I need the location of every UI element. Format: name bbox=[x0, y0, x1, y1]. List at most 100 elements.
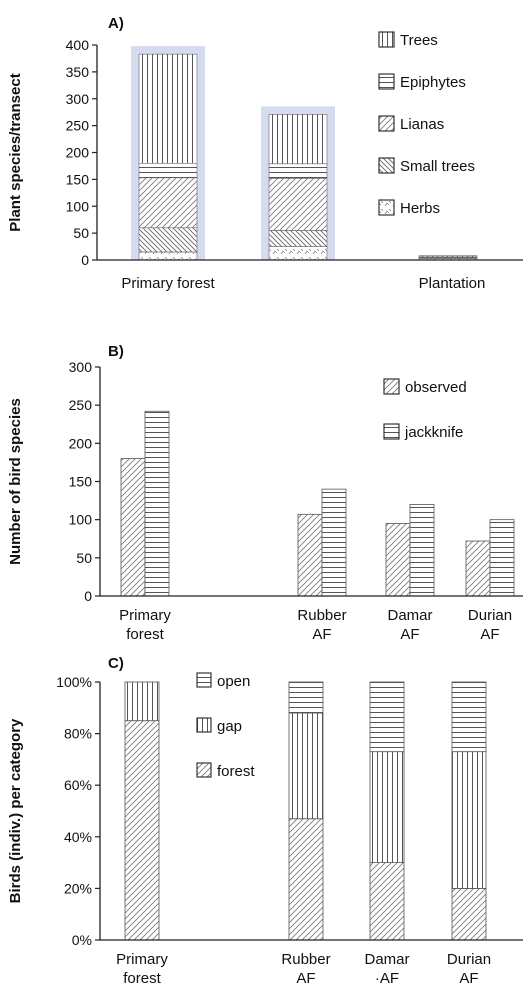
panel-label: A) bbox=[108, 15, 124, 32]
legend-label-trees: Trees bbox=[400, 32, 438, 49]
bar-segment-epiphytes bbox=[138, 162, 198, 179]
panel-b: 0 50 100 150 200 250 300 Number of bird species… bbox=[7, 343, 523, 643]
bar-segment-trees bbox=[138, 53, 198, 164]
legend-swatch-herbs bbox=[378, 199, 395, 216]
category-label: Plantation bbox=[419, 275, 486, 292]
y-tick-label: 250 bbox=[69, 397, 93, 413]
category-label: Primary bbox=[119, 607, 171, 624]
category-label: AF bbox=[459, 970, 478, 987]
panel-label: C) bbox=[108, 655, 124, 672]
bar-jackknife bbox=[144, 410, 170, 597]
bar-segment-forest bbox=[369, 862, 405, 941]
y-tick-label: 0 bbox=[84, 588, 92, 604]
category-label: Primary bbox=[116, 951, 168, 968]
bar-segment-trees bbox=[268, 114, 328, 165]
bar-jackknife bbox=[409, 503, 435, 597]
category-label: Durian bbox=[447, 951, 491, 968]
legend-label-lianas: Lianas bbox=[400, 116, 444, 133]
y-tick-label: 100 bbox=[69, 512, 93, 528]
category-label: Damar bbox=[387, 607, 432, 624]
legend-swatch-open bbox=[196, 672, 212, 688]
y-tick-label: 20% bbox=[64, 880, 92, 896]
bar-observed bbox=[385, 523, 411, 597]
bar-segment-open bbox=[369, 681, 405, 753]
y-axis-title: Birds (indiv.) per category bbox=[7, 718, 24, 903]
legend-swatch-gap bbox=[196, 717, 212, 733]
category-label: Rubber bbox=[297, 607, 346, 624]
bar-segment-small-trees bbox=[138, 227, 198, 253]
category-label: Durian bbox=[468, 607, 512, 624]
category-label: Damar bbox=[364, 951, 409, 968]
bar-segment-trees bbox=[418, 255, 478, 258]
bar-segment-herbs bbox=[268, 246, 328, 261]
legend-swatch-forest bbox=[196, 762, 212, 778]
legend-swatch-epiphytes bbox=[378, 73, 395, 90]
panel-label: B) bbox=[108, 343, 124, 360]
y-axis-title: Number of bird species bbox=[7, 398, 24, 565]
bar-segment-forest bbox=[124, 720, 160, 941]
category-label: AF bbox=[296, 970, 315, 987]
y-tick-label: 250 bbox=[66, 118, 90, 134]
bar-segment-gap bbox=[124, 681, 160, 722]
bar-segment-gap bbox=[288, 712, 324, 820]
y-tick-label: 0 bbox=[81, 252, 89, 268]
y-tick-label: 150 bbox=[66, 171, 90, 187]
legend-swatch-trees bbox=[378, 31, 395, 48]
y-tick-label: 60% bbox=[64, 777, 92, 793]
bar-observed bbox=[297, 513, 323, 597]
y-tick-label: 0% bbox=[72, 932, 92, 948]
legend-label-herbs: Herbs bbox=[400, 200, 440, 217]
category-label: AF bbox=[400, 626, 419, 643]
y-tick-label: 200 bbox=[66, 145, 90, 161]
bar-segment-gap bbox=[369, 751, 405, 863]
y-axis-title: Plant species/transect bbox=[7, 73, 24, 231]
legend-label-forest: forest bbox=[217, 763, 255, 780]
y-tick-label: 150 bbox=[69, 474, 93, 490]
category-label: AF bbox=[480, 626, 499, 643]
y-tick-label: 300 bbox=[66, 91, 90, 107]
bar-observed bbox=[465, 540, 491, 597]
legend-swatch-small-trees bbox=[378, 157, 395, 174]
y-tick-label: 400 bbox=[66, 37, 90, 53]
bar-segment-small-trees bbox=[268, 230, 328, 247]
bar-segment-herbs bbox=[138, 251, 198, 261]
y-tick-label: 350 bbox=[66, 64, 90, 80]
category-label: Rubber bbox=[281, 951, 330, 968]
panel-a: 0 50 100 150 200 250 300 350 400 Plant species/tr… bbox=[7, 15, 523, 292]
panel-c: 0% 20% 40% 60% 80% 100% Birds (indiv.) per cat… bbox=[7, 655, 523, 987]
bar-segment-open bbox=[451, 681, 487, 753]
bar-segment-epiphytes bbox=[268, 163, 328, 179]
bar-segment-forest bbox=[288, 818, 324, 941]
legend-label-small-trees: Small trees bbox=[400, 158, 475, 175]
bar-segment-gap bbox=[451, 751, 487, 889]
bar-observed bbox=[120, 458, 146, 597]
y-tick-label: 40% bbox=[64, 829, 92, 845]
legend-swatch-observed bbox=[383, 378, 400, 395]
category-label: Primary forest bbox=[121, 275, 215, 292]
bar-segment-open bbox=[288, 681, 324, 714]
legend-label-gap: gap bbox=[217, 718, 242, 735]
y-tick-label: 50 bbox=[76, 550, 92, 566]
bar-segment-lianas bbox=[138, 177, 198, 229]
bar-segment-forest bbox=[451, 888, 487, 941]
category-label: forest bbox=[123, 970, 161, 987]
category-label: AF bbox=[312, 626, 331, 643]
bar-segment-lianas bbox=[268, 178, 328, 231]
y-tick-label: 200 bbox=[69, 435, 93, 451]
y-tick-label: 50 bbox=[73, 225, 89, 241]
y-tick-label: 300 bbox=[69, 359, 93, 375]
legend-label-observed: observed bbox=[405, 379, 467, 396]
legend-swatch-lianas bbox=[378, 115, 395, 132]
legend-label-jackknife: jackknife bbox=[404, 424, 463, 441]
category-label: ·AF bbox=[375, 970, 399, 987]
y-tick-label: 100% bbox=[56, 674, 92, 690]
y-tick-label: 80% bbox=[64, 726, 92, 742]
legend-swatch-jackknife bbox=[383, 423, 400, 440]
bar-jackknife bbox=[489, 519, 515, 597]
legend-label-epiphytes: Epiphytes bbox=[400, 74, 466, 91]
y-tick-label: 100 bbox=[66, 198, 90, 214]
bar-jackknife bbox=[321, 488, 347, 597]
category-label: forest bbox=[126, 626, 164, 643]
legend-label-open: open bbox=[217, 673, 250, 690]
